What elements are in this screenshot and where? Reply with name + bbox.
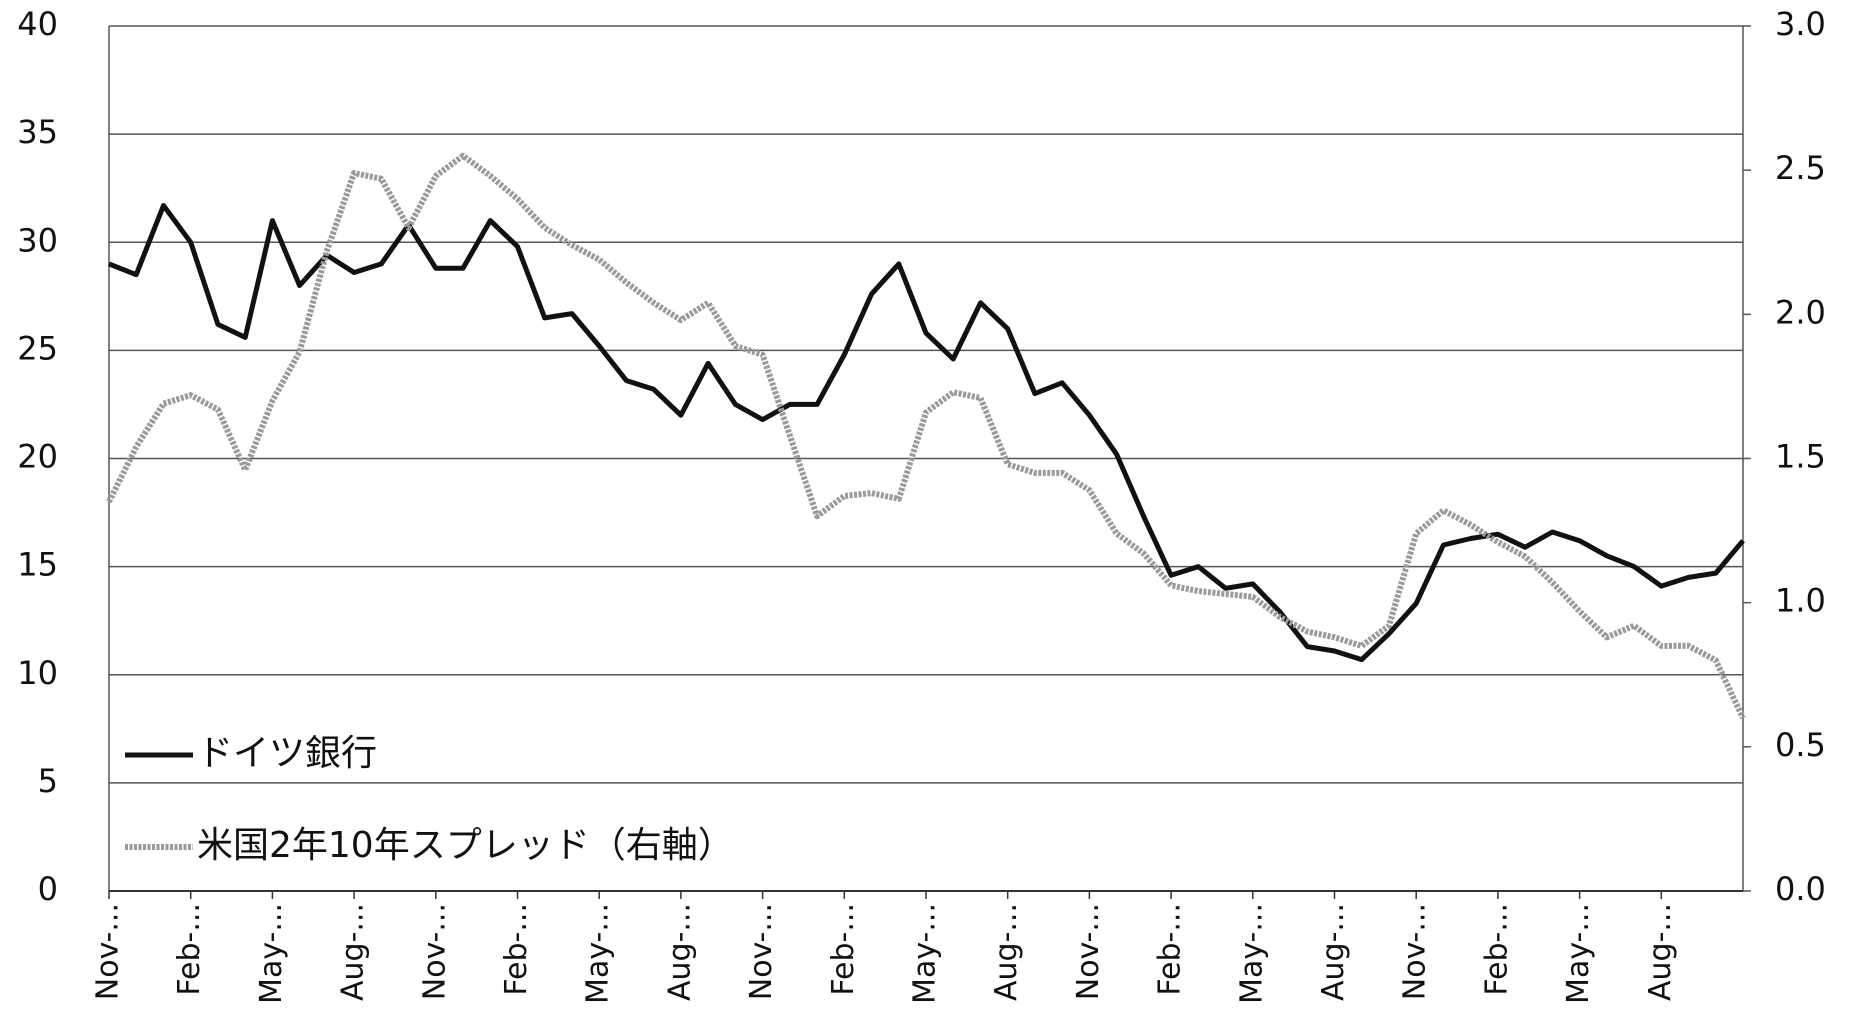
x-tick-label: Aug-... — [989, 903, 1024, 1001]
y2-tick-label: 1.0 — [1775, 582, 1826, 620]
y-tick-label: 40 — [17, 5, 58, 43]
x-tick-label: Feb-... — [172, 903, 207, 996]
x-tick-label: Nov-... — [1398, 903, 1433, 1000]
y2-tick-label: 0.5 — [1775, 726, 1826, 764]
y-tick-label: 15 — [17, 546, 58, 584]
y-tick-label: 30 — [17, 221, 58, 259]
y-tick-label: 25 — [17, 329, 58, 367]
y2-tick-label: 0.0 — [1775, 870, 1826, 908]
y2-tick-label: 2.5 — [1775, 149, 1826, 187]
legend-label: ドイツ銀行 — [197, 733, 377, 774]
x-tick-label: Aug-... — [1316, 903, 1351, 1001]
x-tick-label: Aug-... — [1643, 903, 1678, 1001]
x-tick-label: Nov-... — [1071, 903, 1106, 1000]
x-tick-label: Aug-... — [336, 903, 371, 1001]
x-tick-label: May-... — [254, 903, 289, 1004]
y-tick-label: 20 — [17, 438, 58, 476]
y-tick-label: 5 — [38, 762, 58, 800]
x-tick-label: Nov-... — [91, 903, 126, 1000]
y-tick-label: 0 — [38, 870, 58, 908]
x-tick-label: May-... — [1234, 903, 1269, 1004]
y-tick-label: 10 — [17, 654, 58, 692]
y-tick-label: 35 — [17, 113, 58, 151]
x-tick-label: Aug-... — [662, 903, 697, 1001]
y2-tick-label: 3.0 — [1775, 5, 1826, 43]
data-line — [106, 152, 1746, 720]
y2-tick-label: 2.0 — [1775, 293, 1826, 331]
x-tick-label: Feb-... — [826, 903, 861, 996]
x-tick-label: May-... — [581, 903, 616, 1004]
x-tick-label: Nov-... — [417, 903, 452, 1000]
y2-tick-label: 1.5 — [1775, 438, 1826, 476]
x-tick-label: May-... — [908, 903, 943, 1004]
data-line — [108, 203, 1745, 663]
legend-label: 米国2年10年スプレッド（右軸） — [197, 825, 734, 866]
x-tick-label: Feb-... — [499, 903, 534, 996]
x-tick-label: Nov-... — [744, 903, 779, 1000]
x-tick-label: May-... — [1561, 903, 1596, 1004]
x-tick-label: Feb-... — [1479, 903, 1514, 996]
x-tick-label: Feb-... — [1153, 903, 1188, 996]
